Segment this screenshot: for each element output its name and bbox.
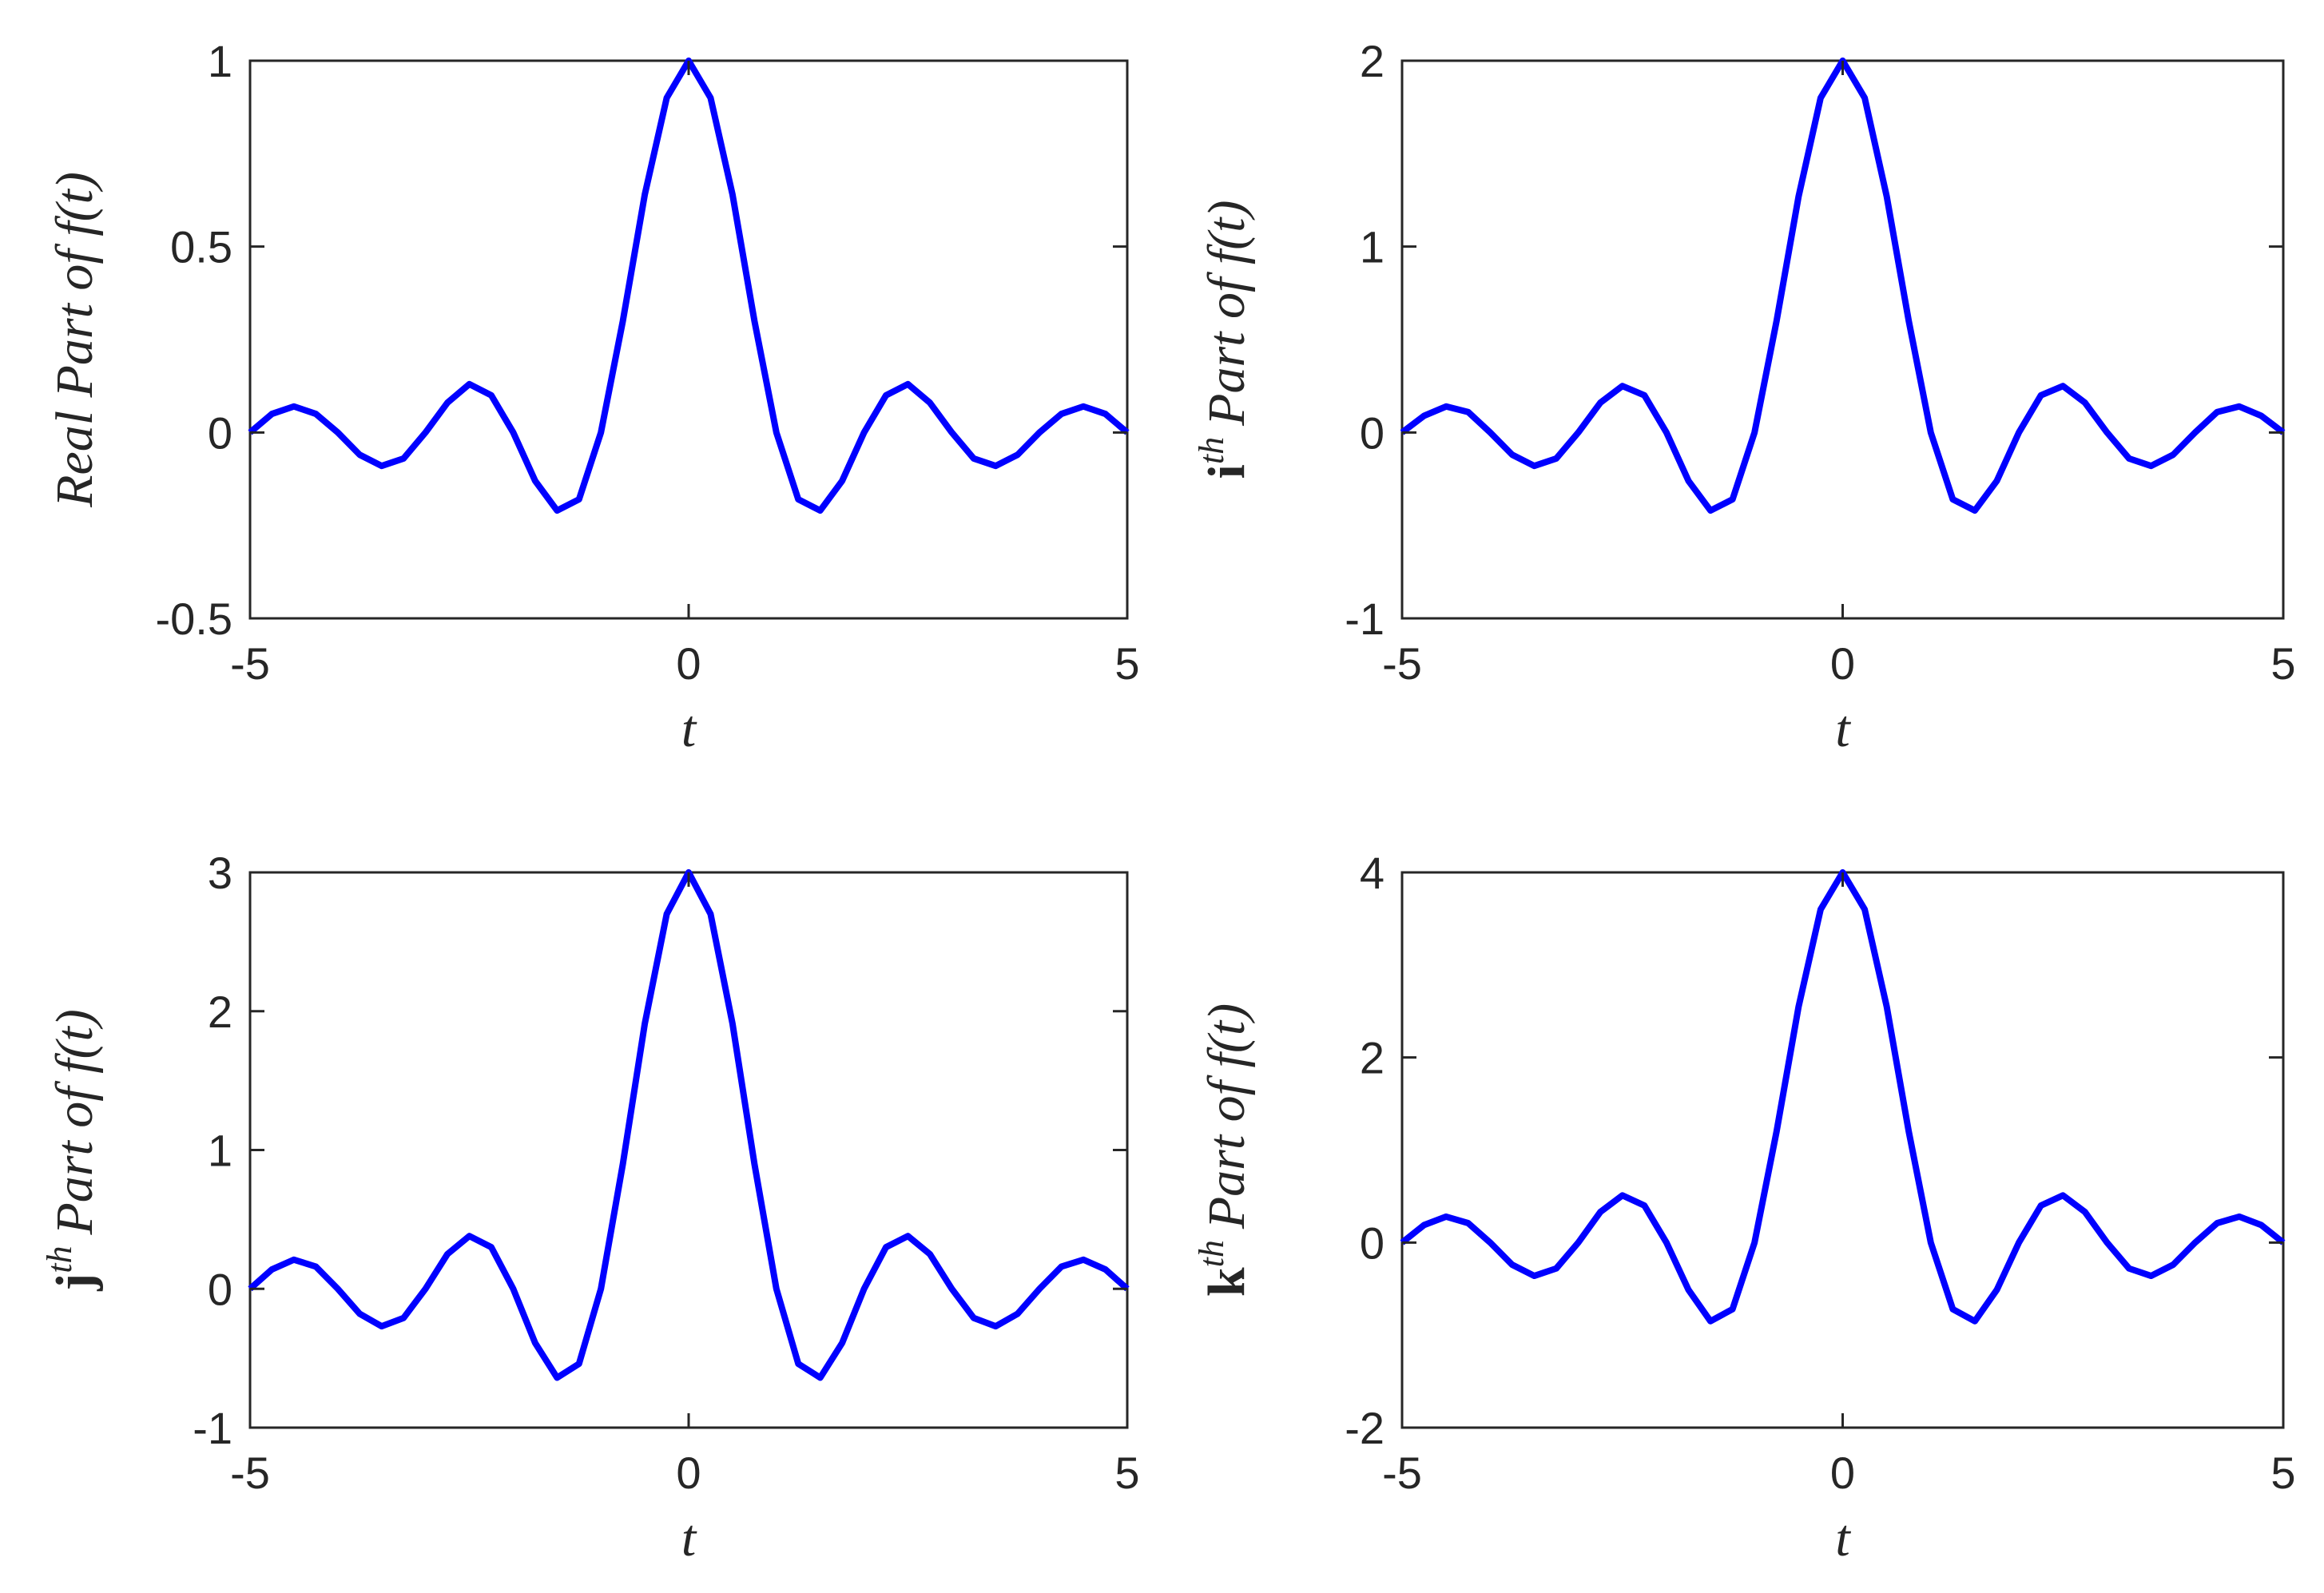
x-tick-label: 5	[1114, 638, 1139, 689]
x-axis-label: t	[1835, 700, 1851, 758]
y-axis-label: jth Part of f(t)	[40, 1009, 104, 1292]
y-label-base: k	[1198, 1267, 1256, 1297]
y-tick-label: 1	[208, 36, 232, 86]
y-label-text: Part of f(t)	[1198, 201, 1256, 427]
x-tick-label: 5	[2270, 638, 2295, 689]
y-tick-label: 2	[1360, 36, 1384, 86]
y-label-base: i	[1198, 464, 1256, 479]
x-axis-label: t	[681, 1509, 697, 1567]
y-label-text: Real Part of f(t)	[46, 172, 104, 508]
x-tick-label: -5	[1382, 1448, 1422, 1498]
y-label-base: j	[46, 1273, 104, 1292]
y-axis-label: ith Part of f(t)	[1192, 201, 1256, 479]
y-tick-label: -1	[193, 1403, 232, 1453]
y-tick-label: 0	[208, 1264, 232, 1314]
axes-box	[1400, 871, 2285, 1429]
axes-box	[1400, 59, 2285, 620]
y-tick-label: 0	[1360, 407, 1384, 458]
y-label-sup: th	[40, 1246, 79, 1273]
axes-box	[248, 871, 1129, 1429]
x-tick-label: -5	[1382, 638, 1422, 689]
y-tick-label: 1	[208, 1126, 232, 1176]
y-tick-label: -2	[1345, 1403, 1384, 1453]
x-tick-label: -5	[230, 1448, 270, 1498]
x-tick-label: 5	[1114, 1448, 1139, 1498]
y-label-sup: th	[1192, 1240, 1231, 1267]
y-tick-label: 0.5	[170, 222, 232, 272]
axes-box	[248, 59, 1129, 620]
y-label-text: Part of f(t)	[1198, 1003, 1256, 1230]
y-tick-label: 4	[1360, 848, 1384, 898]
y-axis-label: kth Part of f(t)	[1192, 1003, 1256, 1297]
x-tick-label: 0	[676, 638, 701, 689]
y-axis-label: Real Part of f(t)	[46, 172, 104, 508]
y-tick-label: 2	[208, 987, 232, 1037]
x-tick-label: -5	[230, 638, 270, 689]
y-tick-label: 0	[1360, 1218, 1384, 1268]
x-axis-label: t	[681, 700, 697, 758]
x-tick-label: 0	[1830, 638, 1855, 689]
x-axis-label: t	[1835, 1509, 1851, 1567]
y-tick-label: 0	[208, 407, 232, 458]
y-label-sup: th	[1192, 437, 1231, 464]
y-label-text: Part of f(t)	[46, 1009, 104, 1235]
y-tick-label: -0.5	[156, 594, 233, 644]
y-tick-label: -1	[1345, 594, 1384, 644]
x-tick-label: 0	[676, 1448, 701, 1498]
x-tick-label: 5	[2270, 1448, 2295, 1498]
y-tick-label: 1	[1360, 222, 1384, 272]
y-tick-label: 2	[1360, 1033, 1384, 1083]
x-tick-label: 0	[1830, 1448, 1855, 1498]
y-tick-label: 3	[208, 848, 232, 898]
